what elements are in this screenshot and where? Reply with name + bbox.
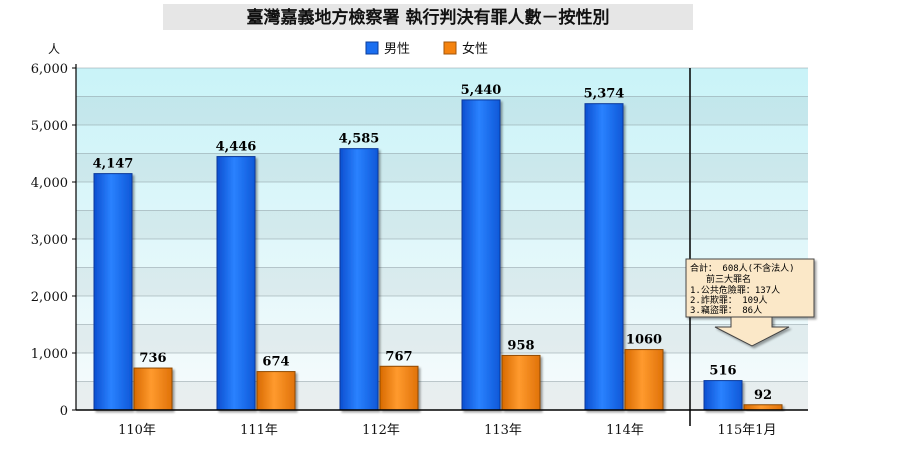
data-label-male-2: 4,585 (339, 132, 380, 147)
x-category-label: 112年 (362, 423, 400, 438)
annotation-text: 合計： 608人(不含法人) 前三大罪名 1.公共危險罪：137人 2.詐欺罪：… (690, 262, 795, 316)
bar-female-0 (133, 367, 173, 411)
grid-band (76, 210, 808, 239)
data-label-female-0: 736 (139, 351, 166, 366)
y-tick-label: 1,000 (31, 347, 68, 362)
y-tick-label: 4,000 (31, 176, 68, 191)
annotation-line-2: 前三大罪名 (706, 273, 751, 285)
gridlines (76, 67, 808, 410)
bar-male-5 (703, 380, 743, 411)
title-background (163, 4, 693, 30)
bar-female-2 (379, 365, 419, 411)
data-label-male-3: 5,440 (461, 83, 502, 98)
y-tick-label: 2,000 (31, 290, 68, 305)
data-label-female-4: 1060 (626, 333, 662, 348)
grid-band (76, 96, 808, 125)
legend-label-female: 女性 (462, 41, 488, 57)
annotation-line-5: 3.竊盜罪： 86人 (690, 304, 762, 316)
y-tick-label: 5,000 (31, 119, 68, 134)
y-tick-label: 6,000 (31, 62, 68, 77)
bar-female-4 (624, 349, 664, 411)
chart-title: 臺灣嘉義地方檢察署 執行判決有罪人數－按性別 (247, 7, 610, 28)
legend-label-male: 男性 (384, 42, 410, 57)
data-label-female-2: 767 (385, 349, 412, 364)
y-axis-unit: 人 (48, 42, 60, 56)
legend-swatch-male (365, 41, 379, 55)
grid-band (76, 324, 808, 353)
bar-female-5 (743, 404, 783, 411)
axes (75, 64, 808, 426)
x-category-label: 114年 (606, 423, 644, 438)
bar-male-2 (339, 148, 379, 411)
legend: 男性 女性 (365, 41, 488, 57)
x-category-label: 111年 (240, 423, 278, 438)
bar-male-0 (93, 173, 133, 411)
bar-female-3 (501, 354, 541, 411)
x-category-label: 113年 (484, 423, 522, 438)
bars (93, 99, 783, 411)
data-label-female-3: 958 (507, 338, 534, 353)
data-labels: 4,147 736 4,446 674 4,585 767 5,440 958 5,374 106… (93, 83, 772, 403)
annotation-line-1: 合計： 608人(不含法人) (690, 262, 795, 274)
data-label-female-1: 674 (262, 355, 289, 370)
legend-swatch-female (443, 41, 457, 55)
data-label-male-4: 5,374 (584, 87, 625, 102)
x-axis-categories: 110年 111年 112年 113年 114年 115年1月 (118, 423, 776, 438)
grid-band (76, 153, 808, 182)
bar-male-4 (584, 103, 624, 411)
bar-female-1 (256, 371, 296, 411)
y-tick-label: 3,000 (31, 233, 68, 248)
y-tick-label: 0 (60, 404, 68, 419)
x-category-label: 115年1月 (717, 423, 776, 438)
bar-male-1 (216, 156, 256, 411)
x-category-label: 110年 (118, 423, 156, 438)
annotation-callout (685, 258, 815, 347)
data-label-male-0: 4,147 (93, 157, 134, 172)
annotation-arrow (714, 316, 790, 347)
y-axis-ticks: 0 1,000 2,000 3,000 4,000 5,000 6,000 (31, 62, 76, 419)
annotation-line-3: 1.公共危險罪：137人 (690, 284, 780, 296)
grid-band (76, 381, 808, 410)
bar-male-3 (461, 99, 501, 411)
data-label-female-5: 92 (754, 388, 772, 403)
data-label-male-5: 516 (709, 364, 736, 379)
annotation-line-4: 2.詐欺罪： 109人 (690, 294, 768, 306)
data-label-male-1: 4,446 (216, 140, 257, 155)
